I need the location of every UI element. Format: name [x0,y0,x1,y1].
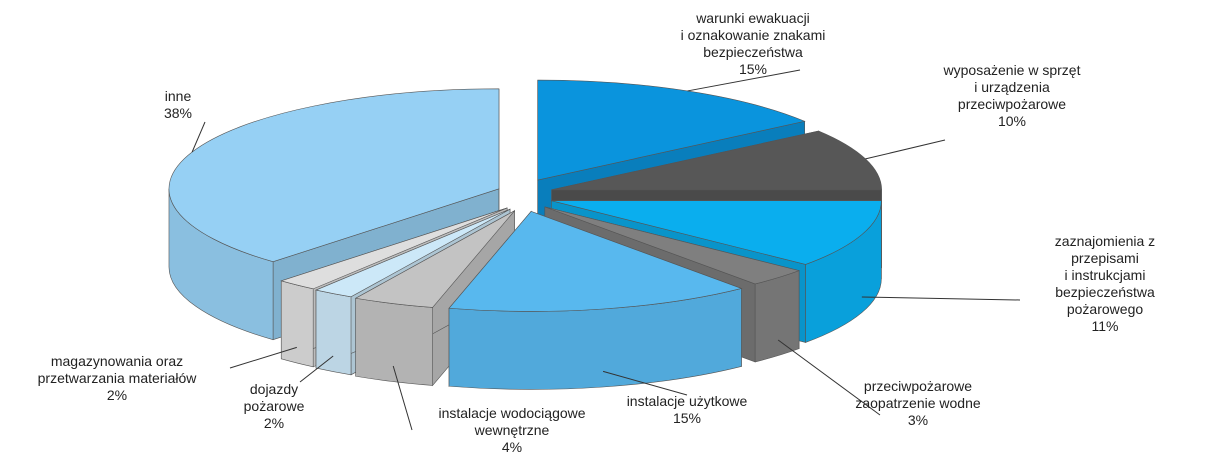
slice-side [754,270,800,363]
data-label: magazynowania oraz przetwarzania materia… [38,353,197,404]
slice-top [551,200,882,265]
data-label: instalacje użytkowe 15% [627,393,748,427]
value-label: 38% [163,105,193,121]
slice [354,209,515,387]
slice-top [315,208,511,298]
leader-line [687,69,801,92]
slice-top [354,210,515,308]
category-label: dojazdy pożarowe [243,381,305,414]
category-label: instalacje użytkowe [626,393,748,409]
value-label: 2% [263,415,285,431]
value-label: 2% [106,387,128,403]
leader-line [602,370,688,396]
leader-line [865,139,946,160]
leader-line [299,355,334,383]
leader-line [229,346,297,369]
value-label: 15% [672,410,702,426]
leader-line [861,296,1021,301]
category-label: magazynowania oraz przetwarzania materia… [37,353,197,386]
data-label: instalacje wodociągowe wewnętrzne 4% [438,405,585,456]
data-label: zaznajomienia z przepisami i instrukcjam… [1045,233,1165,335]
category-label: inne [164,88,192,104]
slice [448,210,743,390]
category-label: instalacje wodociągowe wewnętrzne [438,405,586,438]
leader-line [392,365,413,431]
slice-top [544,206,801,285]
slice-top [280,207,508,290]
slice-top [537,79,806,181]
leader-line [191,121,206,153]
category-label: wyposażenie w sprzęt i urządzenia przeci… [943,62,1081,112]
data-label: wyposażenie w sprzęt i urządzenia przeci… [944,62,1081,130]
category-label: przeciwpożarowe zaopatrzenie wodne [855,378,981,411]
data-label: inne 38% [164,88,192,122]
category-label: zaznajomienia z przepisami i instrukcjam… [1054,233,1156,317]
slice-side [315,289,352,376]
data-label: warunki ewakuacji i oznakowanie znakami … [681,10,826,78]
value-label: 4% [501,439,523,455]
slice-top [448,211,743,312]
data-label: przeciwpożarowe zaopatrzenie wodne 3% [855,378,980,429]
slice-side [355,297,433,386]
value-label: 15% [738,61,768,77]
value-label: 11% [1091,318,1119,334]
slice-side [280,280,314,368]
value-label: 10% [997,113,1027,129]
value-label: 3% [907,412,929,428]
category-label: warunki ewakuacji i oznakowanie znakami … [680,10,826,60]
data-label: dojazdy pożarowe 2% [244,381,305,432]
leader-line [777,339,881,416]
